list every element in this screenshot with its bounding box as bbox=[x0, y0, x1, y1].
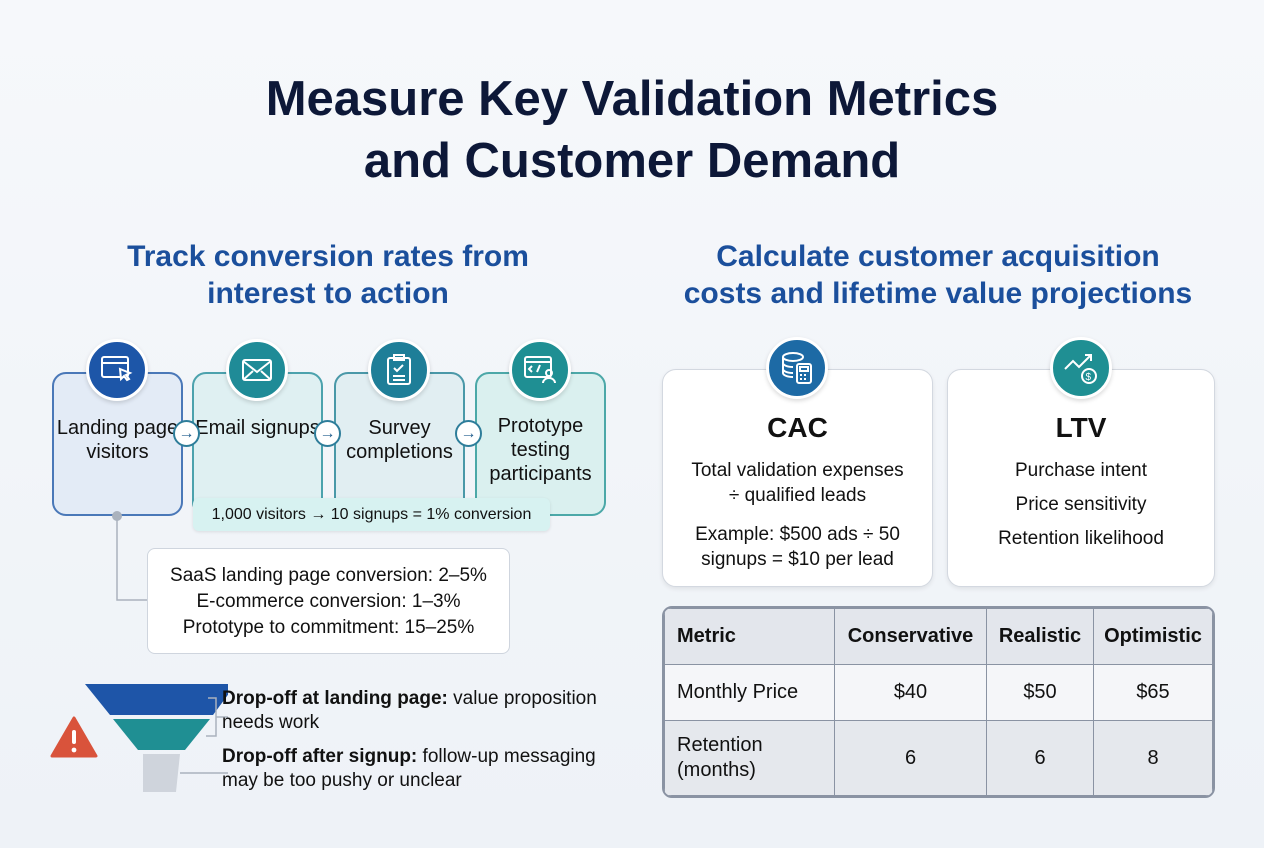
svg-text:$: $ bbox=[1086, 372, 1092, 383]
arrow-right-icon: → bbox=[455, 420, 482, 447]
warning-icon bbox=[50, 716, 98, 758]
connector-line bbox=[112, 511, 149, 601]
dropoff-landing: Drop-off at landing page: value proposit… bbox=[222, 688, 597, 733]
ltv-card: LTV Purchase intent Price sensitivity Rete… bbox=[947, 369, 1215, 587]
table-row: Monthly Price $40 $50 $65 bbox=[664, 664, 1213, 721]
browser-cursor-icon bbox=[86, 339, 148, 401]
coins-calculator-icon bbox=[766, 337, 828, 399]
benchmarks-box: SaaS landing page conversion: 2–5% E-comm… bbox=[147, 548, 510, 654]
code-user-icon bbox=[509, 339, 571, 401]
table-row: Retention (months) 6 6 8 bbox=[664, 720, 1213, 796]
cac-card: CAC Total validation expenses ÷ qualified… bbox=[662, 369, 933, 587]
page-title: Measure Key Validation Metrics and Custom… bbox=[265, 72, 999, 188]
arrow-right-icon: → bbox=[173, 420, 200, 447]
funnel-icon bbox=[85, 684, 228, 792]
clipboard-check-icon bbox=[368, 339, 430, 401]
header-realistic: Realistic bbox=[986, 608, 1094, 665]
trend-dollar-icon: $ bbox=[1050, 337, 1112, 399]
right-subtitle: Calculate customer acquisition costs and … bbox=[683, 240, 1193, 310]
left-subtitle: Track conversion rates from interest to a… bbox=[127, 240, 529, 310]
envelope-icon bbox=[226, 339, 288, 401]
arrow-right-icon: → bbox=[314, 420, 341, 447]
conversion-example: 1,000 visitors → 10 signups = 1% convers… bbox=[193, 498, 550, 531]
dropoff-signup: Drop-off after signup: follow-up messagi… bbox=[222, 746, 596, 791]
header-metric: Metric bbox=[664, 608, 835, 665]
ltv-projection-table: Metric Conservative Realistic Optimistic Mo… bbox=[662, 606, 1215, 798]
header-optimistic: Optimistic bbox=[1093, 608, 1213, 665]
header-conservative: Conservative bbox=[834, 608, 987, 665]
